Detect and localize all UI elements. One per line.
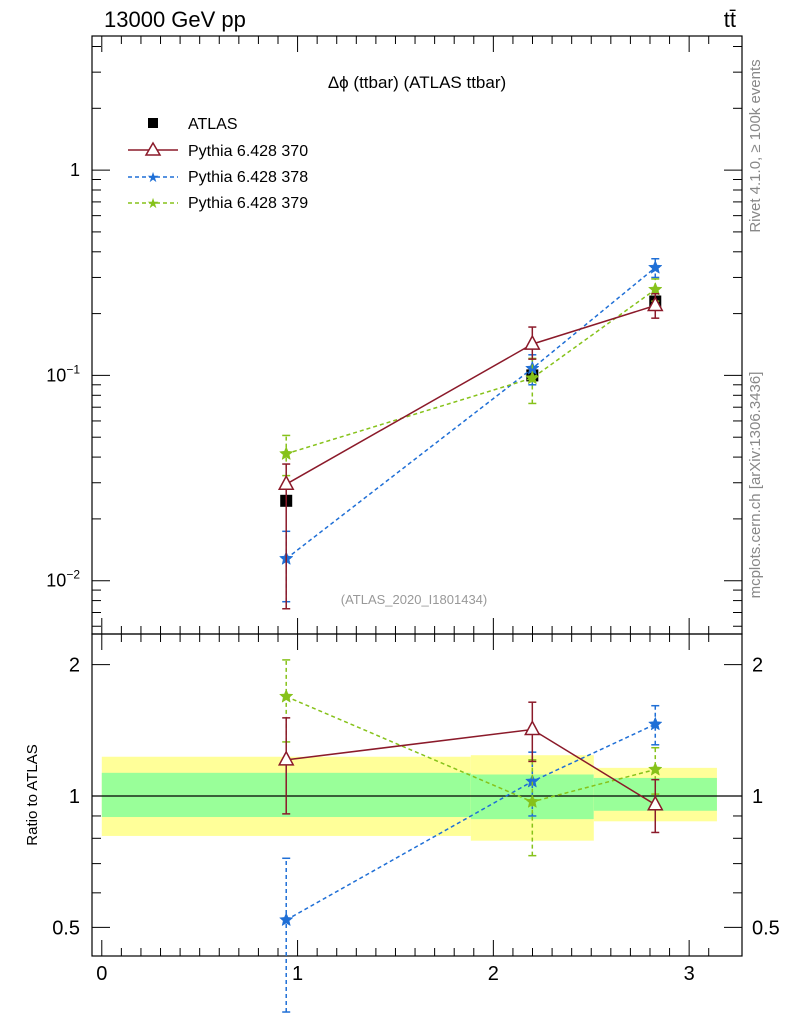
main-ytick-label: 1 <box>70 160 80 180</box>
p379-point <box>278 446 294 461</box>
side-text-mcplots: mcplots.cern.ch [arXiv:1306.3436] <box>747 372 764 599</box>
ratio-ytick-label-left: 0.5 <box>52 917 80 939</box>
ratio-xtick-label: 0 <box>96 963 107 985</box>
ratio-ytick-label-left: 2 <box>69 655 80 677</box>
p378-line <box>285 267 656 560</box>
analysis-watermark: (ATLAS_2020_I1801434) <box>341 592 487 607</box>
ratio-ytick-label-left: 1 <box>69 786 80 808</box>
p379-point <box>278 688 294 703</box>
ratio-xtick-label: 3 <box>684 963 695 985</box>
p370-point <box>647 795 664 811</box>
p379-point <box>525 794 540 808</box>
legend-p379-label: Pythia 6.428 379 <box>188 195 308 212</box>
main-ytick-label: 10−1 <box>46 362 80 385</box>
legend-atlas-label: ATLAS <box>188 116 238 133</box>
legend: ATLAS Pythia 6.428 370 ★ Pythia 6.428 37… <box>128 116 308 212</box>
ratio-ytick-label-right: 0.5 <box>752 917 780 939</box>
legend-p370-label: Pythia 6.428 370 <box>188 143 308 160</box>
ratio-frame <box>91 633 743 957</box>
p379-point <box>525 370 540 385</box>
p370-line <box>285 304 656 485</box>
p378-point <box>647 716 663 731</box>
ratio-ytick-label-right: 1 <box>752 786 763 808</box>
p379-line <box>285 288 656 455</box>
p370-point <box>524 719 541 736</box>
header-left: 13000 GeV pp <box>104 7 246 32</box>
main-ytick-label: 10−2 <box>46 568 80 591</box>
p378-point <box>647 259 663 274</box>
legend-p378-marker: ★ <box>147 169 160 185</box>
p370-point <box>647 295 664 312</box>
legend-p378-label: Pythia 6.428 378 <box>188 169 308 186</box>
legend-p370-marker <box>144 141 162 156</box>
header-right: tt̄ <box>724 7 736 32</box>
p379-point <box>647 761 663 776</box>
p370-point <box>524 334 541 350</box>
p370-point <box>277 474 295 490</box>
ratio-ylabel: Ratio to ATLAS <box>24 744 41 845</box>
main-title: Δϕ (ttbar) (ATLAS ttbar) <box>328 73 506 92</box>
p370-point <box>277 750 295 766</box>
p378-point <box>278 912 294 927</box>
legend-p379-marker: ★ <box>147 195 160 211</box>
side-text-rivet: Rivet 4.1.0, ≥ 100k events <box>747 59 764 232</box>
ratio-ytick-label-right: 2 <box>752 655 763 677</box>
ratio-xtick-label: 2 <box>488 963 499 985</box>
ratio-xtick-label: 1 <box>292 963 303 985</box>
legend-atlas-marker <box>148 118 158 128</box>
p379-point <box>647 281 663 296</box>
